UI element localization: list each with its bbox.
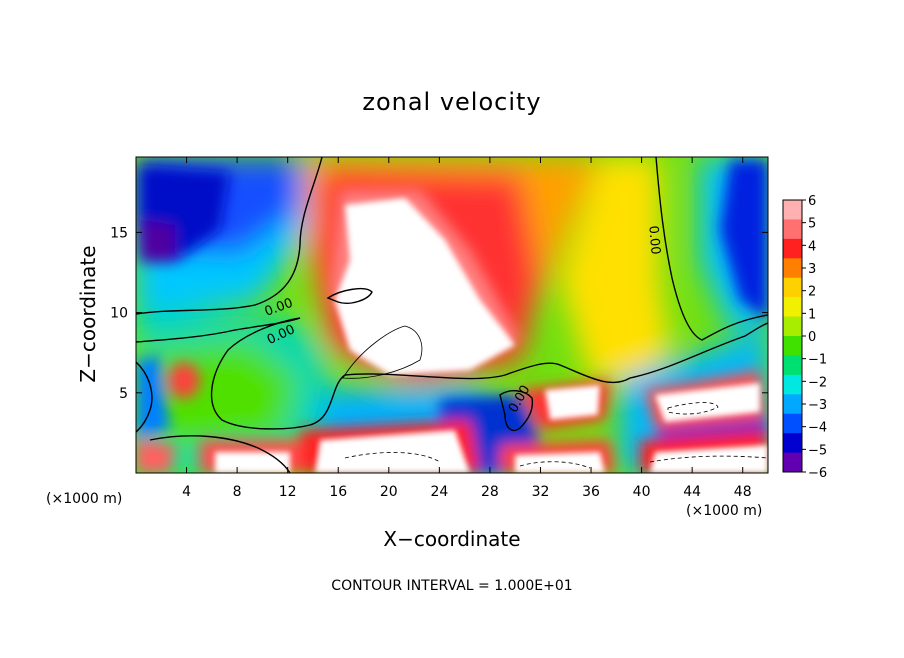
zero-contours <box>136 157 768 473</box>
colorbar-swatch-5 <box>783 297 802 318</box>
field-region-14 <box>168 362 200 399</box>
x-tick-label-5: 24 <box>430 484 448 500</box>
colorbar: 6 5 4 3 2 1 0 −1 −2 −3 −4 −5 −6 <box>782 194 827 481</box>
zero-contour-6 <box>326 288 373 304</box>
colorbar-swatch-9 <box>783 374 802 395</box>
colorbar-label-6: 0 <box>808 330 816 345</box>
plot-frame <box>135 156 769 474</box>
colorbar-label-10: −4 <box>808 421 827 436</box>
x-tick-label-1: 8 <box>233 484 242 500</box>
y-tick-label-1: 10 <box>110 306 128 322</box>
x-tick-label-10: 44 <box>683 484 701 500</box>
x-tick-label-4: 20 <box>380 484 398 500</box>
colorbar-swatch-12 <box>783 433 802 454</box>
zero-contour-2 <box>655 157 768 341</box>
interval-contour-0 <box>342 325 423 379</box>
chart-title: zonal velocity <box>362 88 542 116</box>
field-region-3 <box>140 220 175 262</box>
colorbar-label-3: 3 <box>808 262 816 277</box>
y-tick-label-2: 15 <box>110 225 128 241</box>
interval-contour-3 <box>519 461 591 469</box>
colorbar-swatch-1 <box>783 219 802 240</box>
colorbar-label-9: −3 <box>808 398 827 413</box>
velocity-field <box>136 157 768 473</box>
x-axis-label: X−coordinate <box>383 527 521 551</box>
colorbar-label-8: −2 <box>808 375 827 390</box>
field-region-31 <box>515 452 605 473</box>
zero-contour-3 <box>136 317 301 343</box>
x-tick-label-9: 40 <box>633 484 651 500</box>
x-tick-label-2: 12 <box>279 484 297 500</box>
zero-contour-4 <box>136 361 153 433</box>
colorbar-swatch-11 <box>783 413 802 434</box>
colorbar-label-0: 6 <box>808 194 816 209</box>
x-tick-label-8: 36 <box>582 484 600 500</box>
colorbar-swatch-0 <box>783 200 802 220</box>
field-region-10 <box>720 160 768 320</box>
contour-interval-note: CONTOUR INTERVAL = 1.000E+01 <box>331 578 573 594</box>
field-region-8 <box>560 157 670 380</box>
x-tick-label-11: 48 <box>734 484 752 500</box>
colorbar-label-12: −6 <box>808 466 827 481</box>
zero-contour-1 <box>210 317 768 430</box>
colorbar-label-1: 5 <box>808 217 816 232</box>
field-region-20 <box>545 385 600 420</box>
y-tick-label-0: 5 <box>119 386 128 402</box>
x-tick-label-6: 28 <box>481 484 499 500</box>
colorbar-swatch-13 <box>783 452 802 473</box>
colorbar-label-4: 2 <box>808 285 816 300</box>
colorbar-label-5: 1 <box>808 307 816 322</box>
interval-contour-4 <box>649 455 768 463</box>
colorbar-swatch-8 <box>783 355 802 376</box>
field-region-28 <box>215 452 290 473</box>
zero-contour-0 <box>136 157 323 315</box>
interval-contour-1 <box>667 402 719 415</box>
interval-contour-2 <box>344 452 441 463</box>
zero-contour-7 <box>499 390 534 432</box>
colorbar-swatch-2 <box>783 238 802 259</box>
colorbar-label-11: −5 <box>808 443 827 458</box>
field-region-13 <box>136 355 170 440</box>
colorbar-swatch-6 <box>783 316 802 337</box>
colorbar-swatch-4 <box>783 277 802 298</box>
field-region-18 <box>315 430 470 473</box>
colorbar-label-7: −1 <box>808 353 827 368</box>
x-tick-label-7: 32 <box>532 484 550 500</box>
colorbar-label-2: 4 <box>808 239 816 254</box>
x-unit-label-left: (×1000 m) <box>46 491 123 507</box>
field-region-7 <box>335 198 515 375</box>
x-unit-label-right: (×1000 m) <box>686 503 763 519</box>
field-region-29 <box>136 440 175 473</box>
colorbar-swatch-3 <box>783 258 802 279</box>
zero-contour-5 <box>149 435 291 473</box>
field-region-24 <box>655 383 760 422</box>
y-axis-label: Z−coordinate <box>76 245 100 383</box>
colorbar-swatch-7 <box>783 336 802 356</box>
x-tick-label-0: 4 <box>182 484 191 500</box>
x-tick-label-3: 16 <box>329 484 347 500</box>
field-region-26 <box>650 445 768 473</box>
contour-label-2: 0.00 <box>645 225 662 255</box>
colorbar-swatch-10 <box>783 394 802 415</box>
